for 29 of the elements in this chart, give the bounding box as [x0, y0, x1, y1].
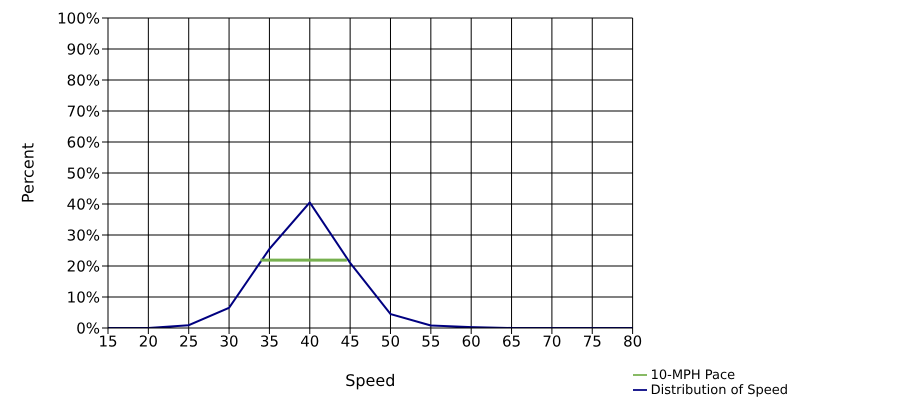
- legend-label: Distribution of Speed: [650, 383, 788, 398]
- x-tick-label: 50: [380, 332, 400, 351]
- y-tick-label: 100%: [57, 9, 100, 28]
- y-tick-label: 70%: [66, 102, 100, 120]
- x-tick-label: 35: [260, 332, 279, 351]
- x-tick-label: 75: [582, 332, 602, 351]
- x-tick-label: 20: [138, 332, 158, 351]
- x-axis-title: Speed: [345, 371, 396, 390]
- y-tick-label: 20%: [66, 257, 100, 276]
- legend-label: 10-MPH Pace: [650, 368, 736, 383]
- x-tick-label: 40: [300, 332, 320, 351]
- x-tick-label: 25: [179, 332, 198, 351]
- y-tick-label: 40%: [66, 195, 100, 214]
- x-tick-label: 30: [220, 332, 239, 351]
- x-tick-label: 15: [98, 332, 118, 351]
- y-tick-label: 50%: [66, 164, 100, 182]
- x-tick-label: 60: [462, 332, 481, 351]
- y-axis-title: Percent: [18, 142, 38, 204]
- y-tick-label: 10%: [66, 288, 100, 306]
- y-tick-label: 80%: [66, 71, 100, 90]
- y-tick-label: 30%: [66, 226, 100, 244]
- x-tick-label: 45: [340, 332, 360, 351]
- y-tick-label: 60%: [66, 133, 100, 152]
- x-tick-label: 65: [502, 332, 522, 351]
- x-tick-label: 80: [623, 332, 642, 351]
- y-tick-label: 0%: [76, 319, 100, 338]
- x-tick-label: 70: [542, 332, 562, 351]
- y-tick-label: 90%: [66, 40, 100, 58]
- x-tick-label: 55: [421, 332, 440, 351]
